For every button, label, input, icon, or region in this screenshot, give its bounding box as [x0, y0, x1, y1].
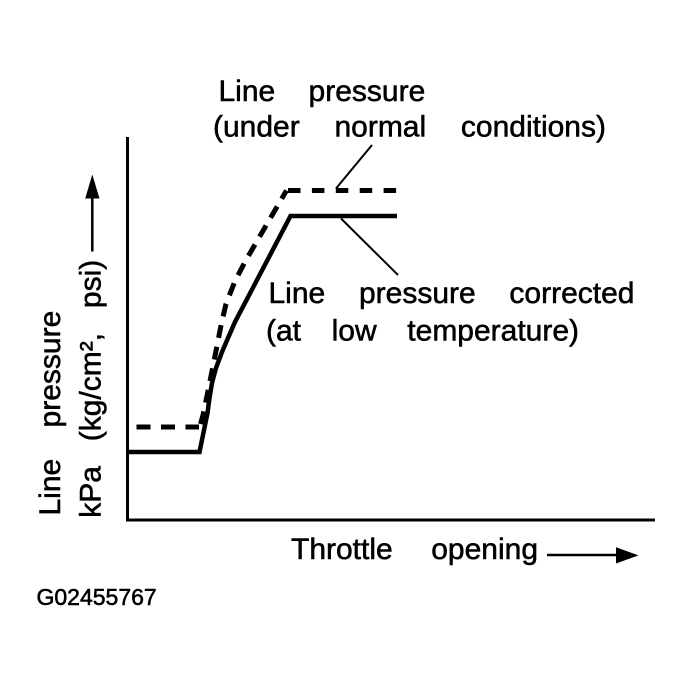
- svg-text:Line pressure corrected: Line pressure corrected: [269, 277, 635, 310]
- svg-text:kPa (kg/cm², psi): kPa (kg/cm², psi): [75, 260, 108, 518]
- svg-text:(at low temperature): (at low temperature): [266, 315, 579, 348]
- svg-text:Throttle opening: Throttle opening: [291, 533, 538, 566]
- svg-text:G02455767: G02455767: [37, 584, 157, 610]
- svg-text:Line pressure: Line pressure: [34, 311, 67, 516]
- svg-text:(under normal conditions): (under normal conditions): [213, 111, 606, 144]
- svg-text:Line pressure: Line pressure: [219, 75, 426, 108]
